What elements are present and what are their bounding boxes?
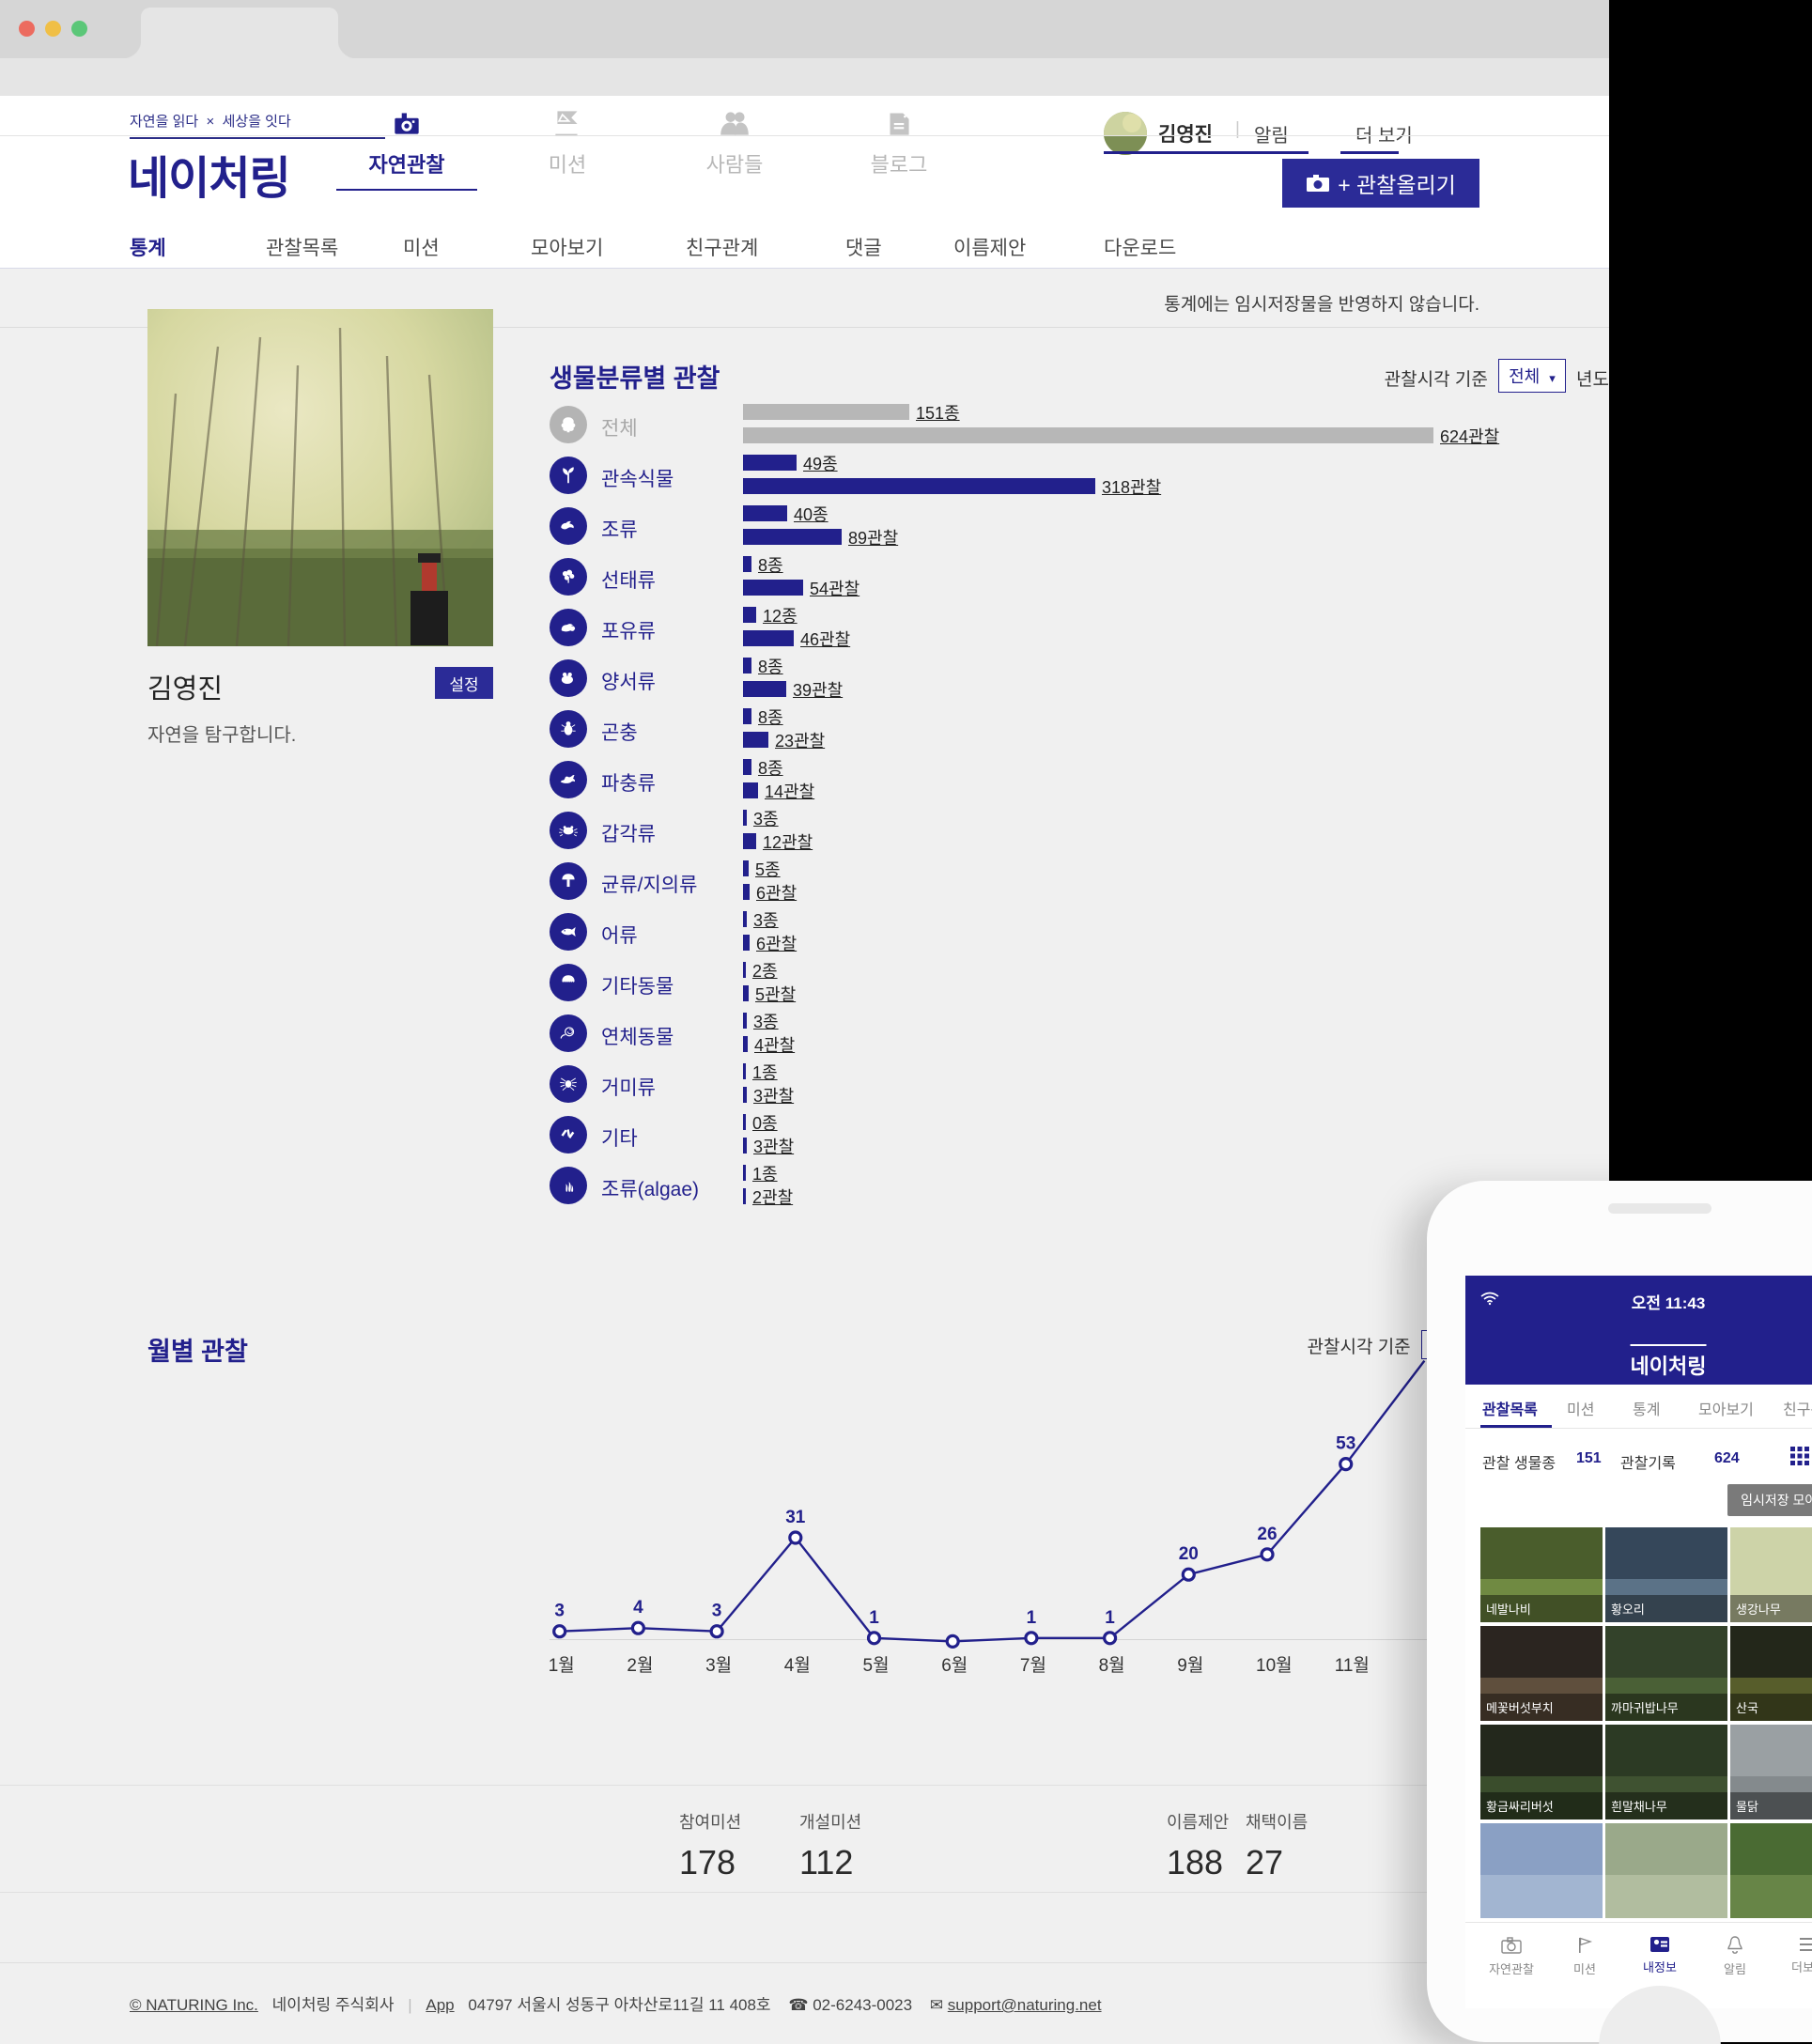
svg-text:1: 1: [1105, 1608, 1115, 1628]
svg-text:1: 1: [869, 1608, 879, 1628]
svg-text:1: 1: [1027, 1608, 1037, 1628]
svg-text:3: 3: [712, 1602, 722, 1621]
svg-text:20: 20: [1179, 1544, 1199, 1564]
svg-text:3: 3: [554, 1602, 565, 1621]
svg-text:26: 26: [1257, 1525, 1277, 1544]
svg-text:4: 4: [633, 1598, 643, 1618]
svg-text:53: 53: [1336, 1434, 1355, 1454]
svg-text:31: 31: [785, 1508, 806, 1527]
